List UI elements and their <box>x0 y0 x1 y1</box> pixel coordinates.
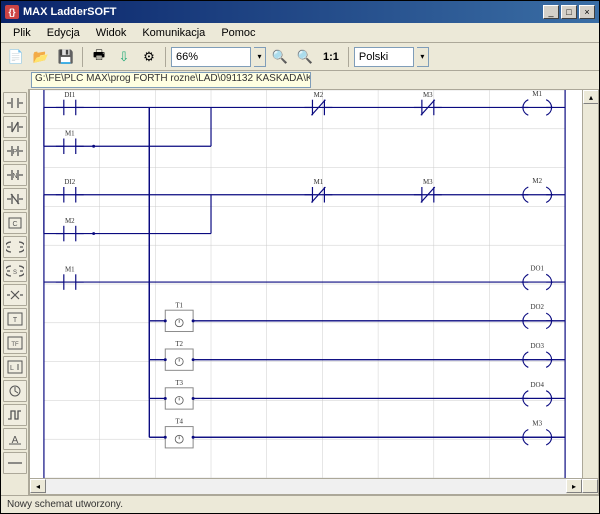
filepath-field[interactable]: G:\FE\PLC MAX\prog FORTH rozne\LAD\09113… <box>31 72 311 88</box>
window-title: MAX LadderSOFT <box>23 6 543 18</box>
new-button[interactable]: 📄 <box>5 46 27 68</box>
vertical-scrollbar[interactable]: ▴ <box>582 90 598 478</box>
svg-text:DO2: DO2 <box>530 304 544 311</box>
canvas-area: DI1 M2 M3 M1 M1 DI2 M1 M3 M2 M2 M1 DO1 T1 DO2 T2 DO3 T3 D… <box>29 89 599 495</box>
zoom-input[interactable] <box>171 47 251 67</box>
horizontal-scrollbar[interactable]: ◂ ▸ <box>30 478 598 494</box>
toolbar-separator <box>348 47 349 67</box>
window-buttons: _ □ × <box>543 5 595 19</box>
scroll-right-button[interactable]: ▸ <box>566 479 582 493</box>
tool-contact-n[interactable]: N <box>3 164 27 186</box>
tool-coil-reset[interactable] <box>3 284 27 306</box>
svg-text:M1: M1 <box>314 179 324 186</box>
tool-palette: P N C S T TF L A <box>1 89 29 495</box>
svg-text:P: P <box>12 149 17 156</box>
status-text: Nowy schemat utworzony. <box>7 499 123 510</box>
svg-text:M2: M2 <box>314 92 324 99</box>
toolbar: 📄 📂 💾 🖶 ⇩ ⚙ ▾ 🔍 🔍 1:1 ▾ <box>1 43 599 71</box>
scroll-track[interactable] <box>46 479 566 494</box>
svg-text:T2: T2 <box>175 341 183 348</box>
titlebar: {} MAX LadderSOFT _ □ × <box>1 1 599 23</box>
svg-text:M3: M3 <box>423 179 433 186</box>
ladder-diagram: DI1 M2 M3 M1 M1 DI2 M1 M3 M2 M2 M1 DO1 T1 DO2 T2 DO3 T3 D… <box>30 90 582 478</box>
maximize-button[interactable]: □ <box>561 5 577 19</box>
svg-text:TF: TF <box>11 342 19 348</box>
svg-text:T3: T3 <box>175 380 183 387</box>
statusbar: Nowy schemat utworzony. <box>1 495 599 513</box>
svg-text:N: N <box>12 173 17 180</box>
menu-help[interactable]: Pomoc <box>213 25 263 41</box>
svg-text:T: T <box>12 317 17 324</box>
scroll-left-button[interactable]: ◂ <box>30 479 46 493</box>
menu-view[interactable]: Widok <box>88 25 135 41</box>
config-button[interactable]: ⚙ <box>138 46 160 68</box>
scroll-up-button[interactable]: ▴ <box>583 90 598 104</box>
toolbar-separator <box>165 47 166 67</box>
svg-text:M1: M1 <box>532 91 542 98</box>
app-window: {} MAX LadderSOFT _ □ × Plik Edycja Wido… <box>0 0 600 514</box>
close-button[interactable]: × <box>579 5 595 19</box>
zoom-in-button[interactable]: 🔍 <box>269 46 291 68</box>
tool-coil-set[interactable]: S <box>3 260 27 282</box>
tool-contact-no[interactable] <box>3 92 27 114</box>
tool-not[interactable] <box>3 188 27 210</box>
tool-counter-down[interactable] <box>3 380 27 402</box>
svg-text:M3: M3 <box>423 92 433 99</box>
toolbar-separator <box>82 47 83 67</box>
minimize-button[interactable]: _ <box>543 5 559 19</box>
svg-text:M1: M1 <box>65 131 75 138</box>
rung-display: 1:1 <box>319 51 343 63</box>
svg-text:M2: M2 <box>65 218 75 225</box>
menu-comm[interactable]: Komunikacja <box>134 25 213 41</box>
svg-text:DO1: DO1 <box>530 265 544 272</box>
open-button[interactable]: 📂 <box>30 46 52 68</box>
svg-text:C: C <box>12 221 17 228</box>
tool-counter[interactable]: L <box>3 356 27 378</box>
tool-compare[interactable]: C <box>3 212 27 234</box>
svg-text:M2: M2 <box>532 178 542 185</box>
pathbar: G:\FE\PLC MAX\prog FORTH rozne\LAD\09113… <box>1 71 599 89</box>
menubar: Plik Edycja Widok Komunikacja Pomoc <box>1 23 599 43</box>
svg-text:S: S <box>12 270 16 276</box>
menu-edit[interactable]: Edycja <box>39 25 88 41</box>
print-button[interactable]: 🖶 <box>88 46 110 68</box>
svg-text:T4: T4 <box>175 419 183 426</box>
zoom-out-button[interactable]: 🔍 <box>294 46 316 68</box>
download-button[interactable]: ⇩ <box>113 46 135 68</box>
zoom-dropdown[interactable]: ▾ <box>254 47 266 67</box>
tool-contact-p[interactable]: P <box>3 140 27 162</box>
tool-pulse[interactable] <box>3 404 27 426</box>
tool-coil[interactable] <box>3 236 27 258</box>
tool-wire[interactable] <box>3 452 27 474</box>
main-body: P N C S T TF L A DI1 M2 M3 M1 M1 DI2 M1 M3 M2 M2 M… <box>1 89 599 495</box>
language-dropdown[interactable]: ▾ <box>417 47 429 67</box>
svg-text:M3: M3 <box>532 421 542 428</box>
scroll-corner <box>582 479 598 493</box>
svg-text:T1: T1 <box>175 302 183 309</box>
ladder-canvas[interactable]: DI1 M2 M3 M1 M1 DI2 M1 M3 M2 M2 M1 DO1 T1 DO2 T2 DO3 T3 D… <box>30 90 598 478</box>
app-icon: {} <box>5 5 19 19</box>
svg-text:DO3: DO3 <box>530 343 544 350</box>
svg-text:DI1: DI1 <box>64 92 75 99</box>
tool-label[interactable]: A <box>3 428 27 450</box>
tool-timer[interactable]: T <box>3 308 27 330</box>
menu-file[interactable]: Plik <box>5 25 39 41</box>
svg-text:M1: M1 <box>65 266 75 273</box>
save-button[interactable]: 💾 <box>55 46 77 68</box>
svg-text:DO4: DO4 <box>530 382 544 389</box>
tool-contact-nc[interactable] <box>3 116 27 138</box>
svg-text:L: L <box>10 365 14 372</box>
language-input[interactable] <box>354 47 414 67</box>
svg-text:DI2: DI2 <box>64 179 75 186</box>
tool-timer-off[interactable]: TF <box>3 332 27 354</box>
